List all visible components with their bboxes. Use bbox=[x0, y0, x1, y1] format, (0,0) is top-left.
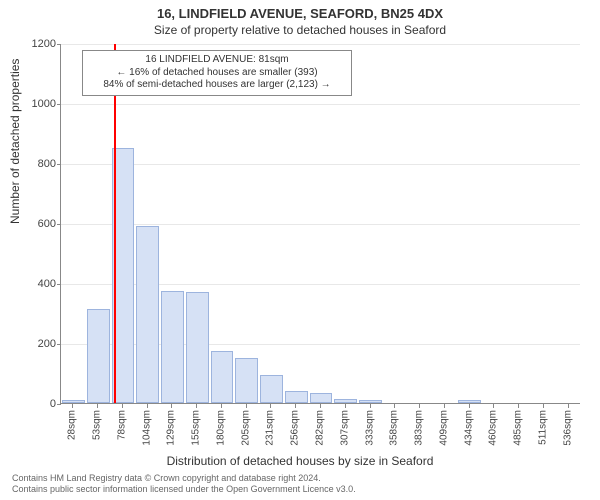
histogram-bar bbox=[334, 399, 357, 404]
y-axis-label: Number of detached properties bbox=[8, 59, 22, 224]
histogram-bar bbox=[211, 351, 234, 404]
y-tick-label: 200 bbox=[6, 338, 56, 350]
page-subtitle: Size of property relative to detached ho… bbox=[0, 21, 600, 37]
annotation-box: 16 LINDFIELD AVENUE: 81sqm ← 16% of deta… bbox=[82, 50, 352, 96]
annotation-line: 84% of semi-detached houses are larger (… bbox=[89, 79, 345, 92]
histogram-bar bbox=[161, 291, 184, 404]
gridline bbox=[61, 44, 580, 45]
gridline bbox=[61, 164, 580, 165]
histogram-bar bbox=[136, 226, 159, 403]
x-tick-label: 434sqm bbox=[463, 410, 474, 446]
footer-text: Contains HM Land Registry data © Crown c… bbox=[12, 473, 356, 496]
y-tick-label: 600 bbox=[6, 218, 56, 230]
histogram-bar bbox=[285, 391, 308, 403]
annotation-line: 16 LINDFIELD AVENUE: 81sqm bbox=[89, 54, 345, 67]
histogram-bar bbox=[186, 292, 209, 403]
x-axis-label: Distribution of detached houses by size … bbox=[0, 454, 600, 468]
x-tick-label: 180sqm bbox=[215, 410, 226, 446]
chart-container: 16, LINDFIELD AVENUE, SEAFORD, BN25 4DX … bbox=[0, 0, 600, 500]
y-tick-label: 0 bbox=[6, 398, 56, 410]
y-tick-label: 400 bbox=[6, 278, 56, 290]
footer-line: Contains public sector information licen… bbox=[12, 484, 356, 496]
x-tick-label: 383sqm bbox=[414, 410, 425, 446]
x-tick-label: 231sqm bbox=[265, 410, 276, 446]
x-tick-label: 155sqm bbox=[191, 410, 202, 446]
plot-area bbox=[60, 44, 580, 404]
x-tick-label: 104sqm bbox=[141, 410, 152, 446]
histogram-bar bbox=[260, 375, 283, 404]
x-tick-label: 129sqm bbox=[166, 410, 177, 446]
y-tick-label: 1000 bbox=[6, 98, 56, 110]
x-tick-label: 358sqm bbox=[389, 410, 400, 446]
y-tick-label: 800 bbox=[6, 158, 56, 170]
footer-line: Contains HM Land Registry data © Crown c… bbox=[12, 473, 356, 485]
gridline bbox=[61, 224, 580, 225]
x-tick-label: 282sqm bbox=[315, 410, 326, 446]
histogram-bar bbox=[359, 400, 382, 403]
x-tick-label: 205sqm bbox=[240, 410, 251, 446]
x-tick-label: 78sqm bbox=[116, 410, 127, 440]
x-tick-label: 333sqm bbox=[364, 410, 375, 446]
x-tick-label: 256sqm bbox=[290, 410, 301, 446]
histogram-bar bbox=[310, 393, 333, 404]
x-tick-label: 307sqm bbox=[339, 410, 350, 446]
page-title: 16, LINDFIELD AVENUE, SEAFORD, BN25 4DX bbox=[0, 0, 600, 21]
x-tick-label: 28sqm bbox=[67, 410, 78, 440]
x-tick-label: 485sqm bbox=[513, 410, 524, 446]
x-tick-label: 460sqm bbox=[488, 410, 499, 446]
x-tick-label: 511sqm bbox=[537, 410, 548, 445]
histogram-bar bbox=[235, 358, 258, 403]
x-tick-label: 409sqm bbox=[438, 410, 449, 446]
histogram-bar bbox=[87, 309, 110, 404]
histogram-bar bbox=[458, 400, 481, 403]
property-marker-line bbox=[114, 44, 116, 403]
gridline bbox=[61, 104, 580, 105]
annotation-line: ← 16% of detached houses are smaller (39… bbox=[89, 67, 345, 80]
y-tick-label: 1200 bbox=[6, 38, 56, 50]
histogram-bar bbox=[62, 400, 85, 403]
x-tick-label: 536sqm bbox=[562, 410, 573, 446]
x-tick-label: 53sqm bbox=[92, 410, 103, 440]
